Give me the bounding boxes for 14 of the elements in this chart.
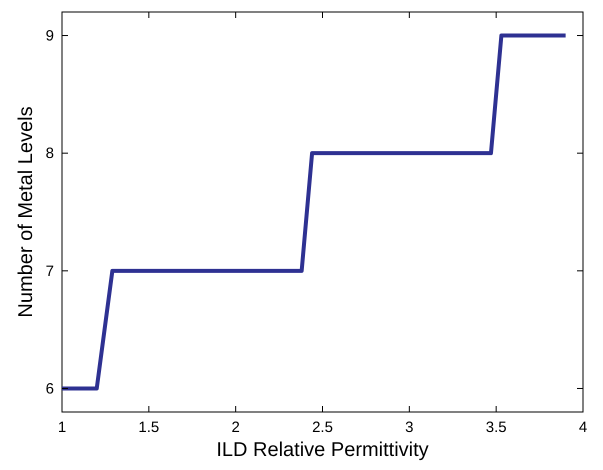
x-tick-label: 2.5 [312, 419, 333, 436]
y-tick-label: 9 [46, 28, 54, 45]
x-axis-title: ILD Relative Permittivity [216, 439, 429, 461]
x-tick-label: 1 [58, 419, 66, 436]
x-tick-label: 3.5 [486, 419, 507, 436]
line-series [60, 34, 568, 390]
x-tick-label: 2 [231, 419, 240, 436]
x-tick-label: 4 [578, 419, 588, 436]
y-axis-title: Number of Metal Levels [15, 106, 37, 318]
x-tick-label: 1.5 [138, 419, 160, 436]
x-tick-label: 3 [405, 419, 414, 436]
y-tick-label: 6 [46, 380, 54, 398]
y-tick-label: 8 [46, 145, 54, 162]
y-tick-label: 7 [46, 262, 54, 280]
